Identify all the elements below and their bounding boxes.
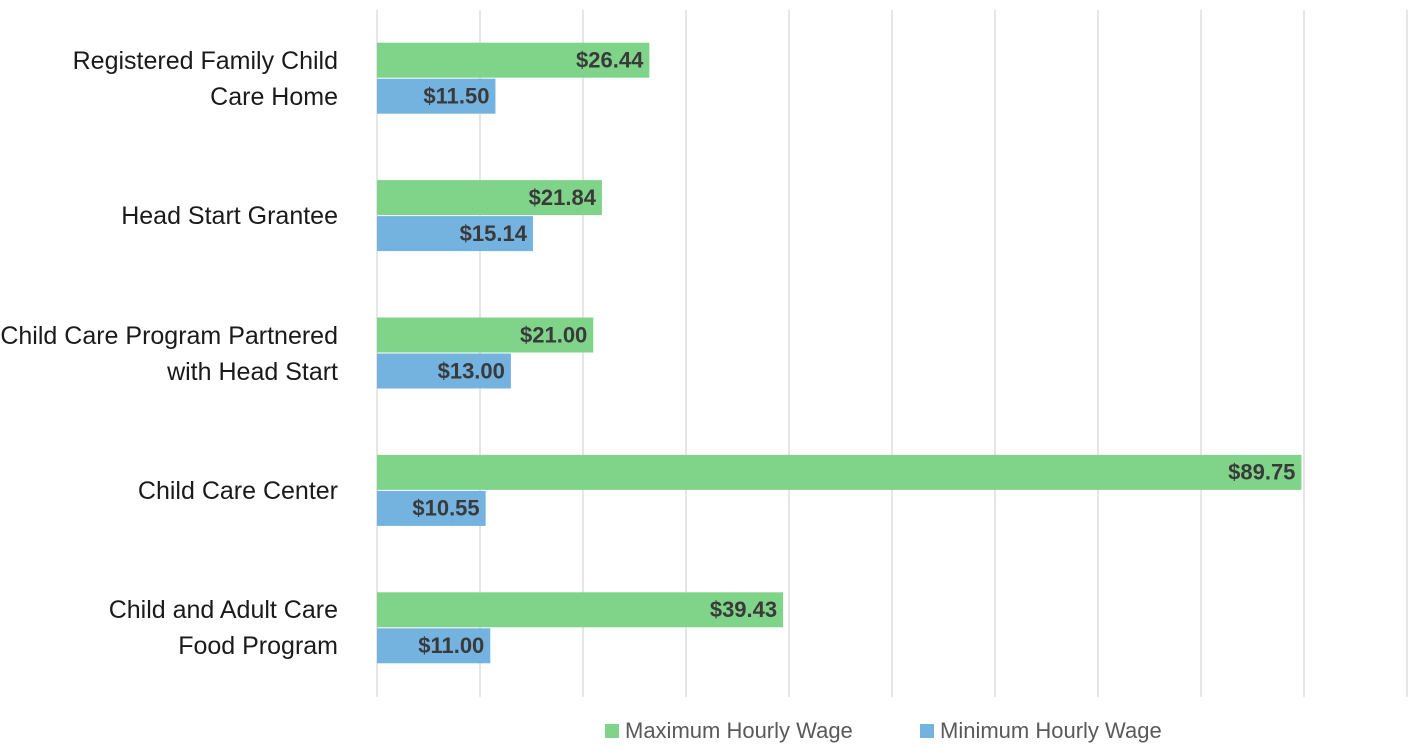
bar [377,490,486,526]
value-label: $10.55 [412,496,479,521]
value-label: $21.84 [529,185,597,210]
value-label: $11.50 [423,84,489,109]
value-label: $39.43 [710,597,777,622]
bar [377,592,784,628]
bar [377,42,650,78]
value-label: $11.00 [418,633,484,658]
legend-swatch [920,724,934,738]
bar [377,78,496,114]
value-label: $89.75 [1228,460,1295,485]
category-label: Child Care Program Partnered with Head S… [0,321,338,386]
bar [377,454,1302,490]
bar [377,216,533,252]
category-label: Registered Family Child Care Home [72,46,338,111]
legend-swatch [605,724,619,738]
legend-label: Maximum Hourly Wage [625,718,853,743]
bar [377,180,602,216]
legend-label: Minimum Hourly Wage [940,718,1162,743]
bar [377,353,511,389]
value-label: $26.44 [576,48,644,73]
value-label: $15.14 [460,221,528,246]
category-label: Child Care Center [137,476,338,505]
value-label: $13.00 [438,358,505,383]
category-label: Head Start Grantee [121,202,338,231]
category-label: Child and Adult Care Food Program [108,596,338,661]
bar [377,317,594,353]
value-label: $21.00 [520,322,587,347]
bar [377,628,491,664]
